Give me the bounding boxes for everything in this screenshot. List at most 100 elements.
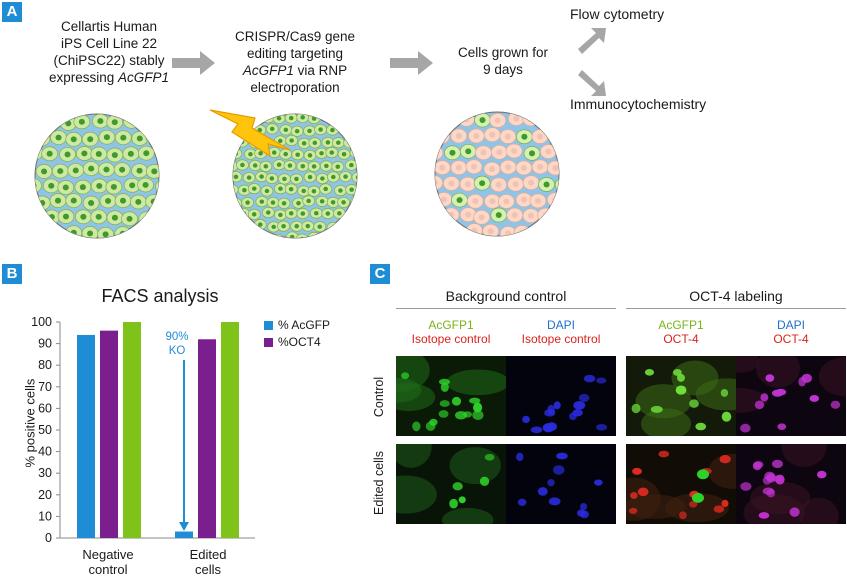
nucleus-spot: [809, 394, 820, 402]
cell-nucleus: [503, 198, 510, 205]
cytoplasm-glow: [781, 444, 827, 467]
micrograph-control-acgfp1: [396, 356, 506, 436]
cell-nucleus: [111, 119, 118, 126]
nucleus-spot: [479, 476, 490, 487]
cell-nucleus: [269, 176, 275, 181]
cell-nucleus: [72, 167, 79, 174]
nucleus-spot: [675, 385, 687, 395]
cell-nucleus: [313, 211, 319, 216]
row-label-control: Control: [372, 376, 386, 418]
cell-nucleus: [337, 211, 342, 216]
nucleus-spot: [677, 373, 685, 382]
cell-nucleus: [545, 148, 552, 155]
bar: [123, 322, 141, 538]
cell-nucleus: [62, 184, 69, 191]
cell-nucleus: [488, 166, 496, 173]
nucleus-spot: [631, 403, 641, 414]
cell-nucleus: [65, 120, 72, 127]
nucleus-spot: [695, 422, 707, 431]
cell-nucleus: [343, 174, 348, 179]
column-header: DAPI OCT-4: [773, 318, 809, 346]
cell-nucleus: [258, 222, 263, 227]
background-control-title: Background control: [445, 288, 567, 304]
cell-nucleus: [136, 167, 143, 174]
cell-nucleus: [341, 200, 346, 205]
group-divider: [626, 308, 846, 309]
nucleus-spot: [542, 423, 554, 433]
cell-shape: [155, 179, 159, 194]
cell-nucleus: [296, 200, 301, 206]
cell-nucleus: [470, 163, 478, 170]
cytoplasm-glow: [396, 444, 432, 468]
nucleus-spot: [580, 502, 588, 511]
cell-nucleus: [336, 140, 341, 145]
nucleus-spot: [469, 397, 481, 404]
ko-annotation: 90% KO: [165, 331, 189, 357]
cell-nucleus: [48, 182, 55, 189]
nucleus-spot: [412, 421, 421, 432]
nucleus-spot: [429, 418, 438, 426]
cell-nucleus: [276, 162, 282, 167]
nucleus-spot: [798, 376, 806, 387]
cytoplasm-glow: [708, 453, 736, 489]
cell-nucleus: [55, 134, 62, 141]
nucleus-spot: [754, 400, 765, 410]
y-tick-label: 30: [38, 466, 52, 480]
column-header: DAPI Isotope control: [521, 318, 601, 346]
cell-nucleus: [489, 131, 496, 138]
bar: [198, 339, 216, 538]
cell-nucleus: [278, 186, 283, 191]
cell-nucleus: [338, 188, 343, 193]
nucleus-spot: [537, 487, 548, 496]
cell-nucleus: [552, 165, 559, 171]
cell-nucleus: [142, 182, 149, 188]
cell-nucleus: [288, 186, 294, 192]
row-label-edited-cells: Edited cells: [372, 451, 386, 515]
cell-nucleus: [264, 188, 270, 194]
cell-nucleus: [252, 163, 258, 168]
cell-nucleus: [111, 214, 118, 221]
cell-nucleus: [54, 197, 62, 204]
y-tick-label: 40: [38, 445, 52, 459]
cell-nucleus: [64, 151, 71, 158]
lightning-icon: [209, 109, 291, 158]
cell-nucleus: [307, 153, 313, 158]
cell-nucleus: [79, 184, 86, 191]
cell-nucleus: [301, 141, 307, 146]
cell-nucleus: [97, 118, 104, 125]
cell-nucleus: [305, 223, 311, 229]
cell-nucleus: [104, 197, 112, 204]
cell-nucleus: [287, 163, 293, 168]
cell-nucleus: [511, 212, 518, 219]
nucleus-spot: [830, 400, 841, 409]
cell-shape: [351, 171, 357, 183]
cell-nucleus: [62, 213, 70, 220]
cell-nucleus: [103, 166, 110, 173]
cell-nucleus: [312, 140, 318, 146]
cell-nucleus: [57, 168, 64, 175]
legend-item: % AcGFP: [264, 318, 330, 332]
cell-nucleus: [512, 181, 519, 188]
nucleus-spot: [719, 455, 731, 464]
step2-text: CRISPR/Cas9 gene editing targeting AcGFP…: [234, 29, 356, 95]
cell-nucleus: [289, 234, 295, 238]
cell-nucleus: [88, 200, 95, 206]
nucleus-spot: [439, 400, 450, 407]
cell-nucleus: [349, 187, 354, 192]
nucleus-spot: [630, 492, 638, 499]
cell-nucleus: [151, 168, 158, 175]
micrograph-control-oct4-acgfp1: [626, 356, 736, 436]
cell-nucleus: [473, 132, 480, 139]
cell-nucleus: [455, 164, 462, 171]
cell-nucleus: [537, 133, 544, 140]
nucleus-spot: [517, 498, 527, 506]
cell-nucleus: [276, 116, 282, 121]
bar: [221, 322, 239, 538]
cell-nucleus: [341, 151, 347, 157]
cell-nucleus: [294, 129, 300, 134]
nucleus-spot: [740, 423, 751, 433]
bar: [100, 330, 118, 538]
cell-nucleus: [331, 174, 336, 180]
cell-nucleus: [110, 183, 117, 190]
cell-nucleus: [288, 211, 294, 216]
